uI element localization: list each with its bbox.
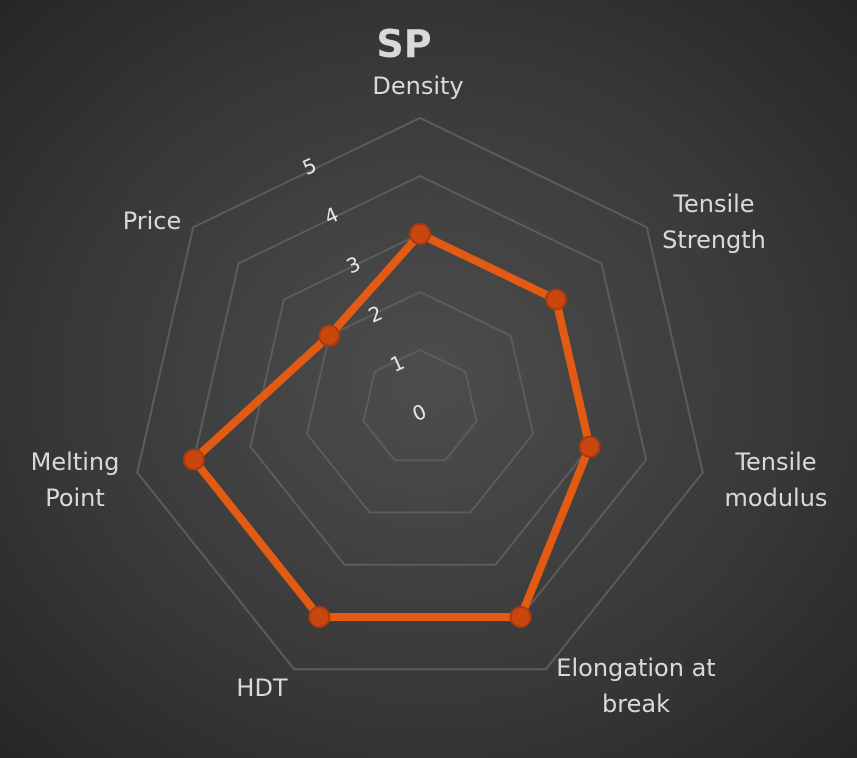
category-label: Tensile Strength <box>662 190 766 254</box>
tick-label: 3 <box>343 251 364 278</box>
category-label: Tensile modulus <box>724 448 828 512</box>
category-label: Density <box>372 72 464 100</box>
tick-label: 0 <box>409 399 430 426</box>
category-label: Price <box>122 207 182 235</box>
data-point <box>308 606 331 629</box>
data-point <box>578 435 601 458</box>
category-label: Elongation at break <box>556 654 716 718</box>
category-label: HDT <box>236 674 288 702</box>
grid-line <box>305 290 535 514</box>
data-point <box>509 606 532 629</box>
data-point <box>318 324 341 347</box>
category-label: Melting Point <box>30 448 120 512</box>
data-point <box>545 288 568 311</box>
data-point <box>409 223 431 245</box>
data-point <box>182 448 205 471</box>
tick-label: 1 <box>387 350 408 377</box>
chart-title: SP <box>376 22 432 66</box>
tick-label: 2 <box>365 301 386 328</box>
grid-line <box>136 116 704 671</box>
series-line <box>189 230 594 622</box>
grid-line <box>362 348 478 462</box>
